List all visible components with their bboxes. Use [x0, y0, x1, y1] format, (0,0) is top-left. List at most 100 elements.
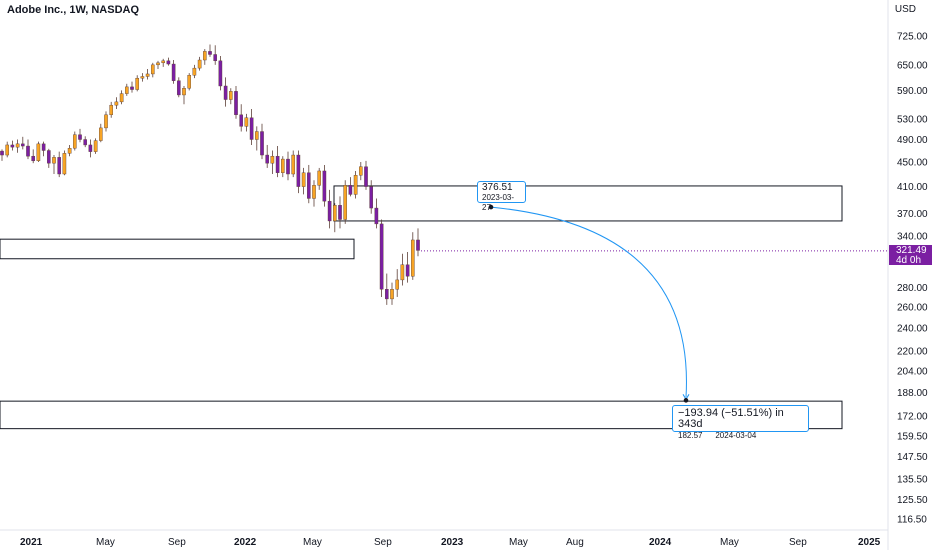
y-tick-label: 188.00 [897, 388, 928, 399]
candle-body [57, 157, 61, 175]
candle-body [281, 158, 285, 173]
candle-body [161, 60, 166, 64]
candle-body [0, 150, 4, 156]
candle-body [67, 148, 72, 154]
candle-body [359, 166, 363, 176]
candle-body [369, 186, 374, 209]
y-tick-label: 220.00 [897, 347, 928, 358]
currency-label: USD [894, 4, 916, 15]
y-tick-label: 370.00 [897, 209, 928, 220]
candle-body [307, 172, 311, 199]
candle-body [156, 62, 160, 66]
candle-body [166, 60, 171, 65]
candle-body [119, 93, 124, 103]
candle-body [41, 143, 46, 151]
axis-lines [0, 0, 889, 550]
x-tick-label: 2021 [20, 537, 43, 548]
candle-body [228, 91, 233, 100]
y-tick-label: 260.00 [897, 302, 928, 313]
measure-start-price: 376.51 [482, 182, 513, 193]
y-tick-label: 240.00 [897, 324, 928, 335]
y-tick-label: 125.50 [897, 495, 928, 506]
candle-body [395, 279, 400, 290]
y-tick-label: 450.00 [897, 157, 928, 168]
candle-body [192, 67, 197, 76]
x-tick-label: 2024 [649, 537, 672, 548]
candle-body [21, 143, 25, 147]
zone-box [333, 185, 843, 222]
x-tick-label: Sep [789, 537, 807, 548]
candle-body [78, 134, 82, 140]
y-tick-label: 490.00 [897, 135, 928, 146]
x-tick-label: May [96, 537, 115, 548]
measure-end-point [683, 398, 689, 403]
measure-end-date: 2024-03-04 [715, 431, 757, 440]
x-tick-label: May [509, 537, 528, 548]
candle-body [130, 86, 134, 90]
candle-body [47, 150, 51, 164]
y-tick-label: 204.00 [897, 366, 928, 377]
candle-body [364, 166, 368, 187]
candle-body [208, 51, 212, 55]
candle-body [322, 170, 327, 202]
price-scale: 725.00 650.00 590.00 530.00 490.00 450.00 410.… [897, 32, 928, 526]
measure-tool [488, 204, 690, 403]
candle-body [104, 114, 108, 129]
candle-body [62, 153, 67, 175]
x-tick-label: Sep [374, 537, 392, 548]
candle-body [390, 289, 394, 300]
candle-body [88, 144, 93, 152]
candle-body [411, 239, 415, 277]
measure-end-price: 182.57 [678, 431, 703, 440]
candle-body [312, 185, 316, 199]
candle-body [265, 154, 270, 164]
candle-body [145, 73, 150, 77]
candle-body [72, 134, 77, 149]
candle-body [171, 63, 176, 81]
measure-start-point [488, 204, 494, 210]
x-tick-label: May [720, 537, 739, 548]
y-tick-label: 410.00 [897, 182, 928, 193]
candle-body [234, 91, 238, 116]
candle-body [260, 131, 264, 156]
zone-box [0, 400, 843, 430]
candle-body [244, 117, 249, 127]
y-tick-label: 340.00 [897, 232, 928, 243]
y-tick-label: 172.00 [897, 412, 928, 423]
measure-start-label[interactable]: 376.51 2023-03-27 [477, 181, 526, 212]
candle-body [83, 139, 87, 146]
candle-body [187, 75, 192, 89]
candle-body [385, 289, 389, 300]
y-tick-label: 650.00 [897, 60, 928, 71]
candle-body [26, 145, 30, 157]
supply-demand-zones [0, 185, 843, 430]
candle-body [254, 131, 259, 140]
candle-body [93, 140, 98, 152]
candle-body [202, 51, 207, 61]
candle-body [98, 127, 103, 141]
candle-body [124, 86, 129, 94]
candle-body [52, 157, 56, 164]
candle-body [114, 101, 119, 106]
candle-body [109, 104, 113, 116]
bar-countdown: 4d 0h [896, 255, 922, 266]
candle-body [405, 264, 410, 277]
candle-body [353, 175, 358, 195]
candle-body [317, 170, 322, 186]
measure-change: −193.94 (−51.51%) in 343d [678, 407, 784, 430]
measure-result-label[interactable]: −193.94 (−51.51%) in 343d 182.57 2024-03… [672, 405, 809, 440]
candle-body [10, 144, 15, 148]
y-tick-label: 135.50 [897, 475, 928, 486]
measure-arc [490, 206, 687, 398]
y-tick-label: 280.00 [897, 283, 928, 294]
candle-body [239, 114, 244, 127]
candle-body [36, 143, 41, 162]
candle-body [5, 144, 9, 156]
candle-body [343, 185, 348, 220]
candle-body [197, 59, 202, 69]
x-tick-label: Aug [566, 537, 584, 548]
candle-body [379, 223, 384, 290]
y-tick-label: 116.50 [897, 515, 927, 526]
candle-body [296, 154, 301, 187]
